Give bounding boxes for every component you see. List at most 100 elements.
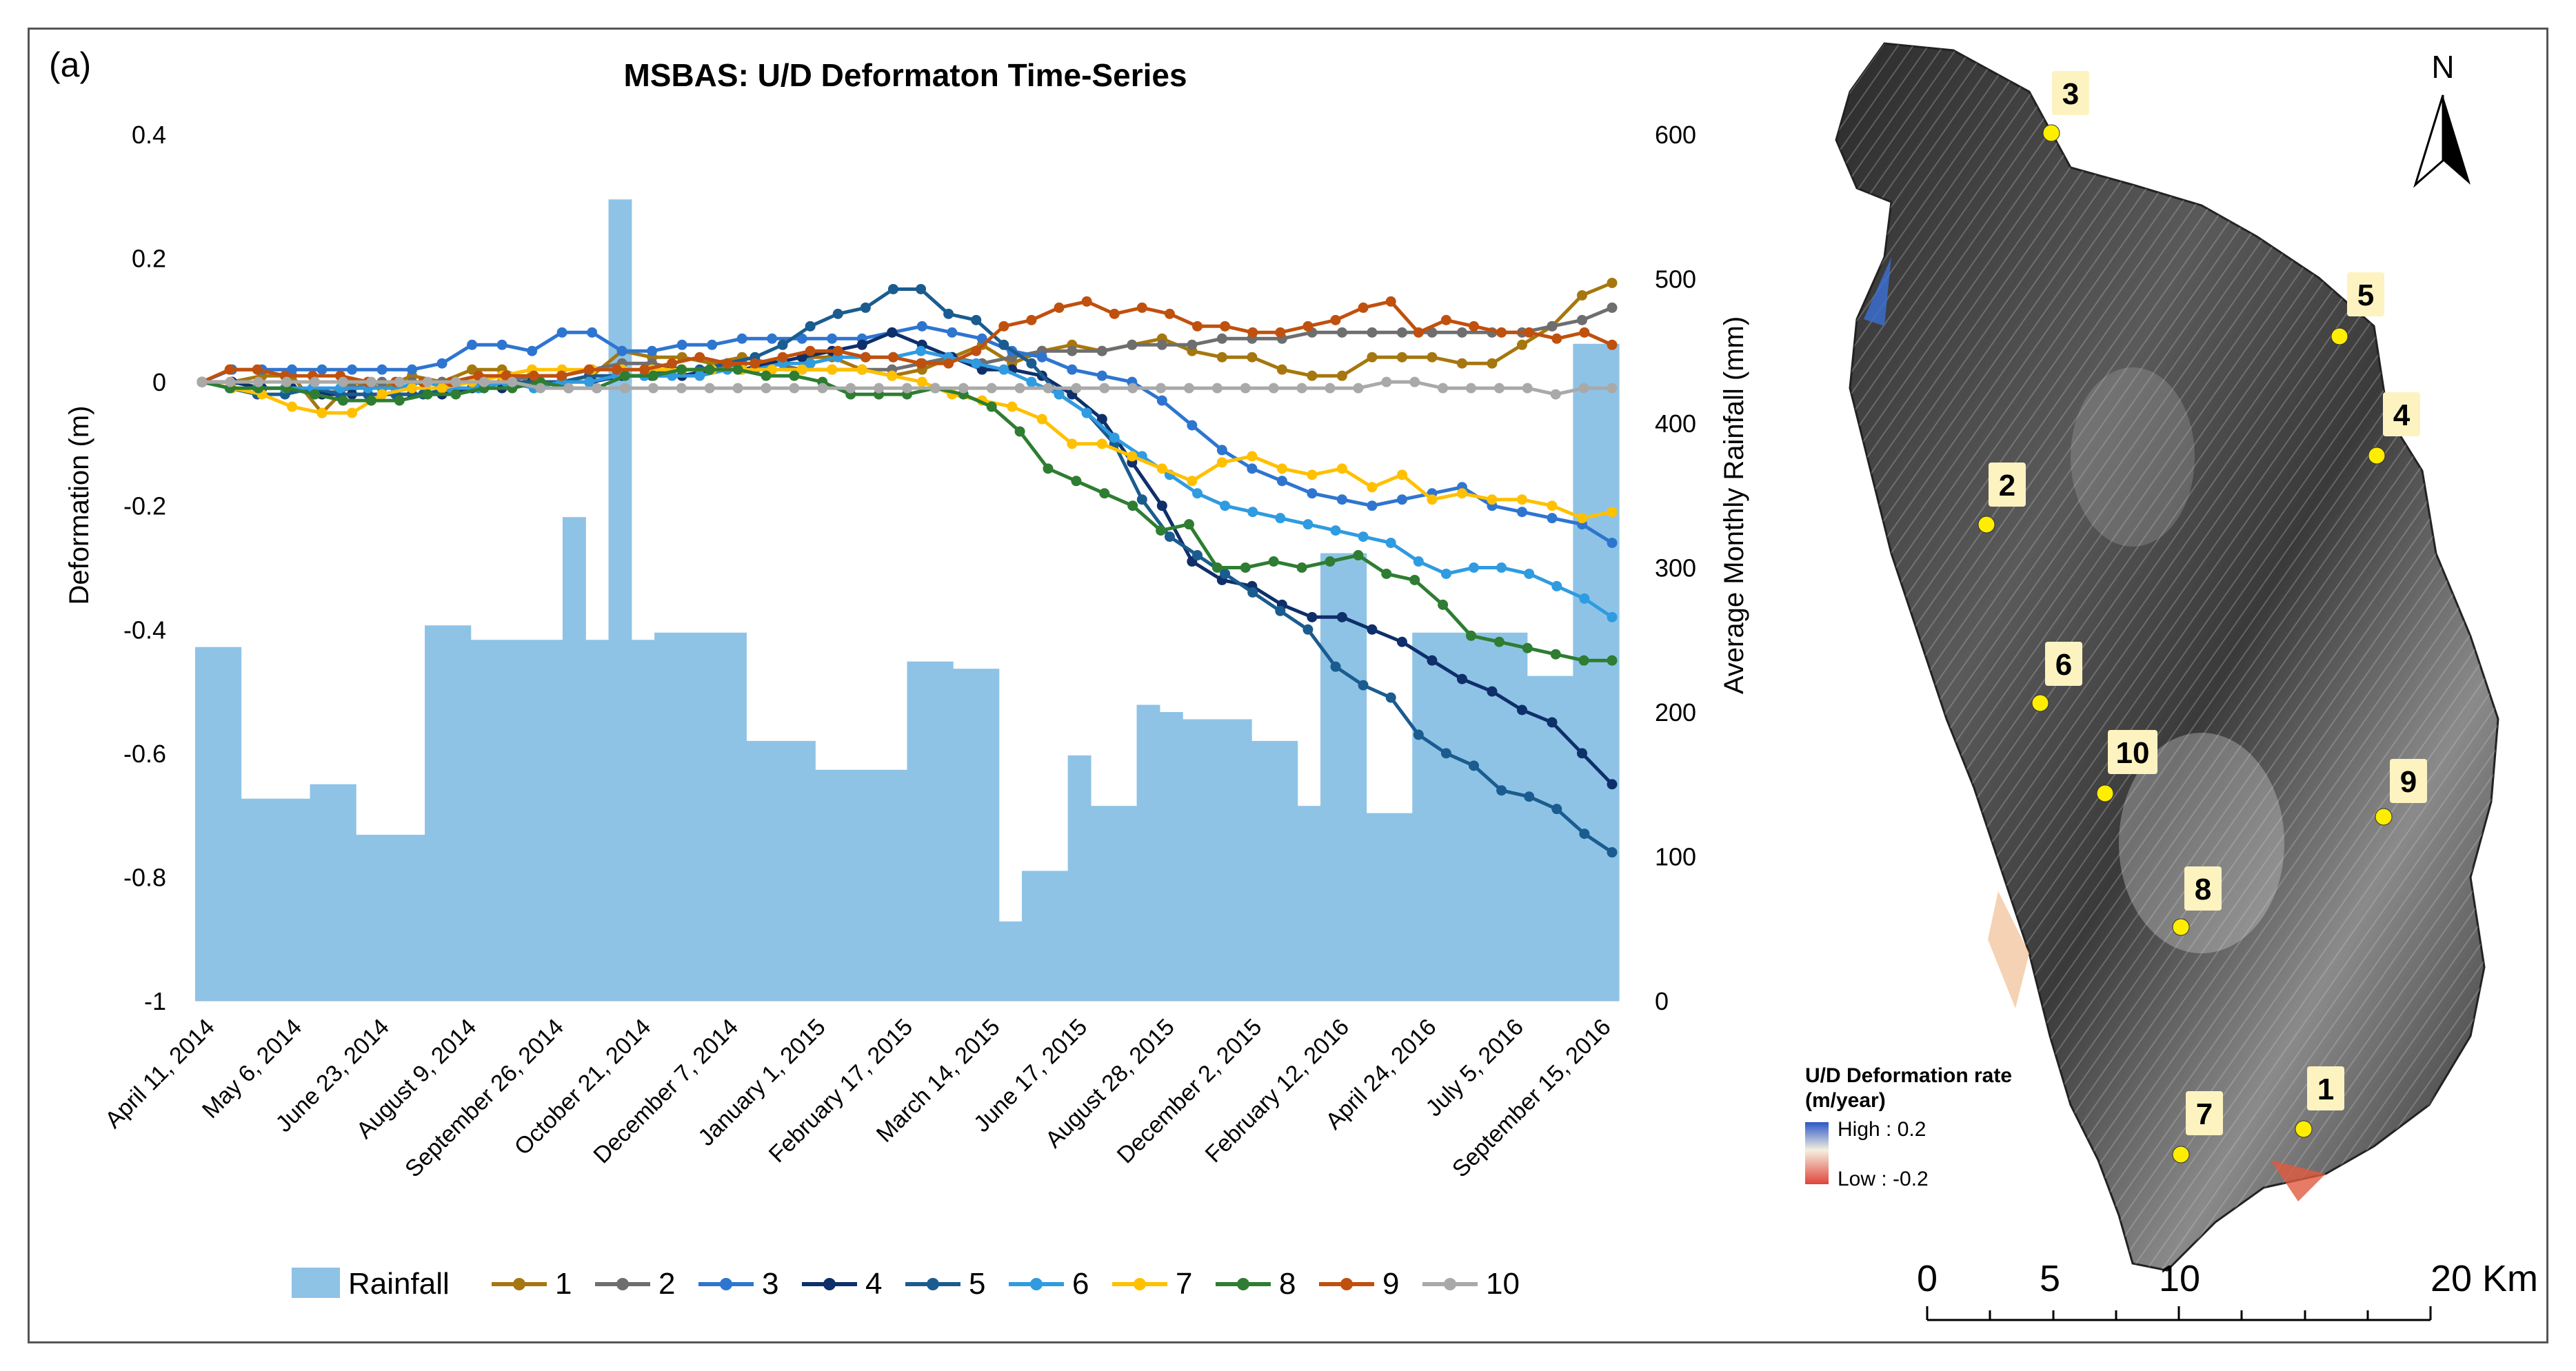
series-point [1156, 525, 1167, 536]
series-point [1578, 655, 1589, 666]
series-point [1330, 661, 1341, 672]
site-label: 6 [2055, 648, 2072, 682]
series-point [856, 339, 867, 350]
series-point [1192, 550, 1203, 561]
series-point [1524, 327, 1535, 338]
legend-title-1: U/D Deformation rate [1805, 1064, 2012, 1087]
rainfall-bar [1366, 813, 1390, 1001]
series-point [736, 333, 747, 344]
series-point [1607, 779, 1618, 790]
series-point [1156, 383, 1167, 394]
series-point [1607, 302, 1618, 313]
legend-colorbar [1805, 1122, 1829, 1184]
map-site-8: 8 [2172, 866, 2222, 936]
series-point [620, 383, 630, 394]
series-point [1522, 642, 1533, 653]
series-point [1247, 451, 1258, 462]
series-point [971, 345, 982, 356]
site-label-box [2108, 730, 2157, 774]
series-point [1014, 426, 1025, 437]
series-point [1456, 488, 1467, 499]
series-point [1576, 314, 1587, 325]
rainfall-bar [425, 625, 448, 1001]
rainfall-bar [218, 647, 242, 1001]
series-point [1456, 358, 1467, 369]
series-point [998, 364, 1009, 375]
series-point [1268, 383, 1279, 394]
series-point [450, 376, 461, 387]
rainfall-bar [998, 921, 1023, 1001]
series-point [1067, 438, 1078, 449]
series-point [1276, 364, 1287, 375]
series-point [1522, 383, 1533, 394]
series-point [1550, 649, 1561, 660]
series-point [1026, 314, 1037, 325]
dominica-map: 3 5 4 2 6 10 9 8 7 1 N U/D Deformation rate (m/ye… [1805, 42, 2538, 1321]
series-point [1456, 673, 1467, 684]
series-point [281, 376, 292, 387]
rainfall-bar [263, 798, 288, 1001]
series-point [1296, 562, 1307, 573]
series-point [1413, 327, 1424, 338]
rainfall-bar [769, 740, 793, 1001]
site-label-box [1989, 463, 2026, 507]
series-point [887, 352, 898, 363]
rainfall-bar [723, 632, 747, 1001]
chart-legend: Rainfall 1 2 3 4 5 6 7 8 9 10 [292, 1267, 1520, 1301]
series-point [761, 383, 772, 394]
scale-bar: 0 5 10 20 Km [1917, 1258, 2538, 1321]
series-point [1302, 321, 1314, 332]
series-point [1440, 568, 1451, 579]
legend-low: Low : -0.2 [1838, 1168, 1929, 1190]
series-point [694, 352, 705, 363]
rainfall-bar [1504, 632, 1528, 1001]
series-point [1579, 593, 1590, 604]
series-point [1192, 488, 1203, 499]
site-label-box [2390, 759, 2427, 803]
series-point [767, 333, 778, 344]
rainfall-bar [447, 625, 472, 1001]
series-point [1385, 692, 1396, 703]
rainfall-bar [379, 835, 403, 1001]
legend-swatch-marker [720, 1278, 732, 1290]
series-point [1220, 321, 1231, 332]
series-point [1367, 352, 1378, 363]
scale-label-20: 20 Km [2431, 1258, 2538, 1299]
series-point [1381, 568, 1392, 579]
series-point [1547, 513, 1558, 524]
series-point [1187, 476, 1198, 487]
site-label-box [2307, 1066, 2344, 1110]
series-10 [197, 376, 1618, 400]
rainfall-bar [1067, 755, 1091, 1001]
series-point [1164, 531, 1175, 542]
series-point [528, 370, 539, 381]
series-point [887, 327, 898, 338]
site-label: 7 [2196, 1097, 2213, 1131]
series-point [507, 376, 518, 387]
series-point [1330, 525, 1341, 536]
series-point [1247, 507, 1258, 518]
series-point [1466, 630, 1476, 641]
series-point [998, 339, 1009, 350]
series-point [1156, 339, 1167, 350]
site-marker [2331, 327, 2348, 345]
series-point [1607, 538, 1618, 549]
series-point [287, 364, 298, 375]
series-point [1099, 383, 1110, 394]
site-label: 2 [1999, 469, 2015, 502]
series-point [1516, 494, 1527, 505]
series-point [874, 383, 885, 394]
series-point [789, 383, 800, 394]
series-point [1367, 500, 1378, 511]
site-label-box [2186, 1091, 2223, 1135]
series-point [986, 401, 997, 412]
series-point [789, 370, 800, 381]
rainfall-bar [287, 798, 311, 1001]
rainfall-bar [907, 661, 931, 1001]
series-point [1325, 383, 1336, 394]
series-point [1396, 352, 1407, 363]
series-point [1607, 507, 1618, 518]
rainfall-bar [1090, 806, 1114, 1001]
y-tick-left: 0 [152, 368, 166, 396]
legend-label: 1 [555, 1267, 572, 1301]
